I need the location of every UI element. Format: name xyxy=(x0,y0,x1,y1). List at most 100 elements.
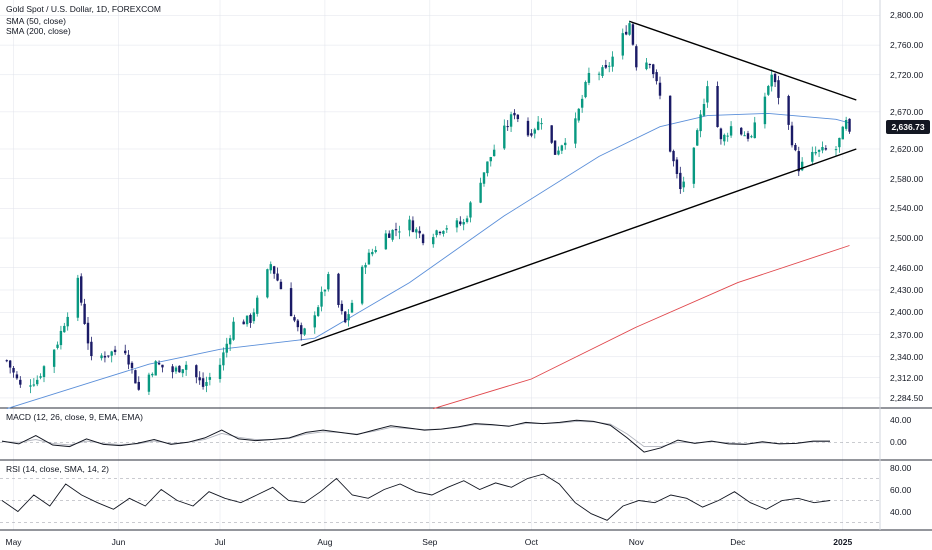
candle-body xyxy=(303,328,306,335)
candle-body xyxy=(218,364,222,379)
candle-body xyxy=(723,134,726,142)
time-tick-label: 2025 xyxy=(833,537,853,547)
candle-body xyxy=(103,355,107,358)
candle-body xyxy=(482,172,486,184)
candle-body xyxy=(604,64,608,68)
candle-body xyxy=(394,229,398,231)
candle-body xyxy=(533,129,536,134)
price-tick-label: 2,670.00 xyxy=(890,106,924,117)
candle-body xyxy=(729,126,733,136)
candle-body xyxy=(42,366,46,378)
candle-body xyxy=(631,24,635,45)
macd-legend: MACD (12, 26, close, 9, EMA, EMA) xyxy=(6,412,143,422)
candle-body xyxy=(86,322,90,344)
candle-body xyxy=(8,360,12,368)
candle-body xyxy=(611,56,614,67)
candle-body xyxy=(198,377,201,381)
candle-body xyxy=(266,269,269,298)
candle-body xyxy=(367,252,371,265)
candle-body xyxy=(621,33,624,56)
candle-body xyxy=(256,297,259,314)
price-tick-label: 2,460.00 xyxy=(890,262,924,273)
candle-body xyxy=(360,266,364,304)
candle-body xyxy=(550,125,553,143)
candle-body xyxy=(391,229,394,240)
candle-body xyxy=(817,149,821,152)
candle-body xyxy=(672,150,675,162)
price-tick-label: 2,580.00 xyxy=(890,173,924,184)
price-tick-label: 2,312.00 xyxy=(890,372,924,383)
candle-body xyxy=(465,218,469,223)
candle-body xyxy=(489,157,492,162)
price-tick-label: 2,800.00 xyxy=(890,10,924,21)
candle-body xyxy=(797,151,800,172)
price-tick-label: 2,540.00 xyxy=(890,203,924,214)
candle-body xyxy=(682,181,685,188)
candle-body xyxy=(296,320,300,328)
candle-body xyxy=(15,374,19,379)
candle-body xyxy=(696,130,699,146)
candle-body xyxy=(608,65,611,67)
candle-body xyxy=(12,367,15,373)
candle-body xyxy=(811,151,814,162)
price-tick-label: 2,400.00 xyxy=(890,307,924,318)
candle-body xyxy=(320,291,323,307)
macd-tick-label: 40.00 xyxy=(890,415,912,426)
candle-body xyxy=(442,230,445,234)
candle-body xyxy=(763,96,767,125)
candle-body xyxy=(371,252,374,255)
candle-body xyxy=(408,219,411,231)
trendline-upper xyxy=(629,20,857,101)
candle-body xyxy=(635,46,638,68)
candle-body xyxy=(794,144,797,151)
candle-body xyxy=(787,95,790,125)
candle-body xyxy=(208,377,212,380)
candle-body xyxy=(814,152,817,154)
macd-pane xyxy=(0,419,880,453)
candle-body xyxy=(740,127,743,135)
candle-body xyxy=(80,276,83,303)
candle-body xyxy=(344,311,347,323)
sma50-line xyxy=(6,112,850,410)
candle-body xyxy=(337,273,340,305)
candle-body xyxy=(249,314,252,323)
candle-body xyxy=(432,237,435,245)
candle-body xyxy=(56,344,59,348)
candle-body xyxy=(719,128,723,140)
candle-body xyxy=(435,230,438,236)
candle-body xyxy=(171,366,174,373)
candle-body xyxy=(252,312,256,322)
candle-body xyxy=(19,379,22,385)
candle-body xyxy=(184,364,188,370)
time-tick-label: Jul xyxy=(214,537,226,547)
price-tick-label: 2,370.00 xyxy=(890,329,924,340)
candle-body xyxy=(716,86,719,128)
candle-body xyxy=(90,341,93,357)
candle-body xyxy=(232,321,235,340)
candle-body xyxy=(161,364,164,368)
candle-body xyxy=(692,147,696,184)
candle-body xyxy=(753,122,756,139)
candle-body xyxy=(580,98,584,108)
candle-body xyxy=(574,118,577,144)
candle-body xyxy=(113,349,117,353)
candle-body xyxy=(222,352,225,366)
candle-body xyxy=(750,136,753,138)
time-tick-label: Aug xyxy=(317,537,333,547)
candle-body xyxy=(675,159,679,174)
candle-body xyxy=(313,315,316,328)
sma50-legend: SMA (50, close) xyxy=(6,16,66,26)
candle-body xyxy=(195,365,198,378)
candle-body xyxy=(587,72,591,83)
candle-body xyxy=(560,145,564,151)
candle-body xyxy=(526,120,530,136)
candle-body xyxy=(398,231,401,233)
candle-body xyxy=(59,330,63,346)
candle-body xyxy=(201,378,205,387)
candle-body xyxy=(503,125,506,149)
time-tick-label: Jun xyxy=(111,537,126,547)
candle-body xyxy=(564,142,567,146)
candle-body xyxy=(415,229,418,233)
sma200-line xyxy=(433,245,850,410)
